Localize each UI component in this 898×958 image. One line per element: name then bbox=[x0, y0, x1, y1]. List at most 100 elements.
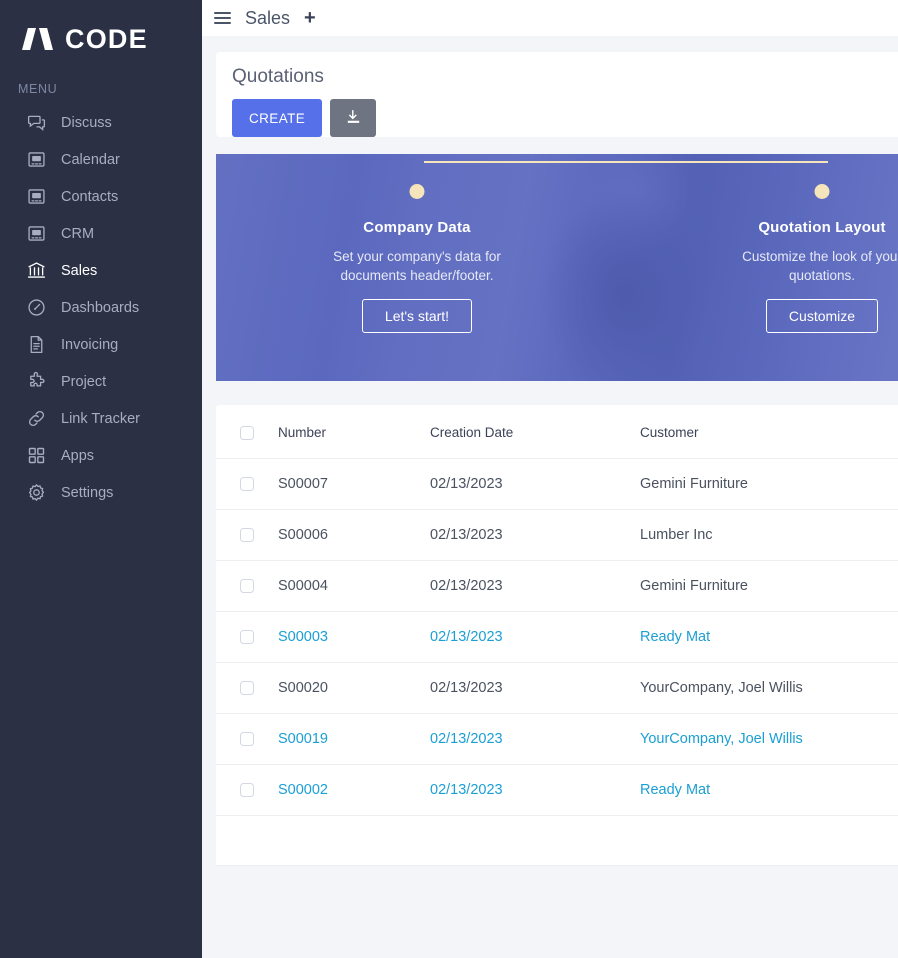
onboarding-steps: Company Data Set your company's data for… bbox=[216, 154, 898, 381]
sidebar-item-label: Contacts bbox=[61, 188, 119, 205]
download-icon bbox=[345, 108, 362, 128]
cell-number: S00007 bbox=[278, 458, 430, 510]
lets-start-button[interactable]: Let's start! bbox=[361, 299, 473, 333]
cell-creation-date: 02/13/2023 bbox=[430, 458, 640, 510]
row-checkbox[interactable] bbox=[240, 732, 254, 746]
select-all-checkbox[interactable] bbox=[240, 425, 254, 440]
quotations-table: Number Creation Date Customer S00007 02/1… bbox=[216, 405, 898, 816]
crm-icon bbox=[26, 223, 47, 244]
sidebar-item-contacts[interactable]: Contacts bbox=[0, 178, 202, 215]
download-button[interactable] bbox=[330, 99, 377, 137]
onboarding-banner: Company Data Set your company's data for… bbox=[216, 154, 898, 381]
step-dot-1 bbox=[409, 184, 425, 199]
table-head: Number Creation Date Customer bbox=[216, 405, 898, 459]
row-checkbox[interactable] bbox=[240, 477, 254, 491]
quotations-list-card: Number Creation Date Customer S00007 02/1… bbox=[216, 405, 898, 866]
customize-button[interactable]: Customize bbox=[765, 299, 879, 333]
column-header-customer[interactable]: Customer bbox=[640, 405, 898, 459]
cell-number: S00003 bbox=[278, 611, 430, 663]
cell-customer: Ready Mat bbox=[640, 764, 898, 816]
content: Quotations CREATE C bbox=[202, 36, 898, 866]
table-footer bbox=[216, 816, 898, 866]
page-title: Quotations bbox=[232, 66, 324, 87]
table-row[interactable]: S00006 02/13/2023 Lumber Inc bbox=[216, 509, 898, 561]
cell-customer: Ready Mat bbox=[640, 611, 898, 663]
calendar-icon bbox=[26, 149, 47, 170]
sales-icon bbox=[26, 260, 47, 281]
cell-customer: Gemini Furniture bbox=[640, 458, 898, 510]
row-checkbox[interactable] bbox=[240, 783, 254, 797]
table-row[interactable]: S00004 02/13/2023 Gemini Furniture bbox=[216, 560, 898, 612]
brand-logo[interactable]: CODE bbox=[0, 0, 202, 58]
row-checkbox[interactable] bbox=[240, 681, 254, 695]
row-select-cell bbox=[216, 611, 278, 663]
table-body: S00007 02/13/2023 Gemini Furniture S00006 02… bbox=[216, 458, 898, 816]
sidebar-item-label: Project bbox=[61, 373, 107, 390]
sidebar-item-label: Invoicing bbox=[61, 336, 119, 353]
topbar: Sales + bbox=[202, 0, 898, 36]
action-card: Quotations CREATE bbox=[216, 52, 898, 137]
row-checkbox[interactable] bbox=[240, 579, 254, 593]
cell-customer: YourCompany, Joel Willis bbox=[640, 662, 898, 714]
step-dot-2 bbox=[814, 184, 830, 199]
hamburger-icon[interactable] bbox=[214, 11, 231, 25]
invoicing-icon bbox=[26, 334, 47, 355]
create-button[interactable]: CREATE bbox=[232, 99, 323, 137]
table-header-row: Number Creation Date Customer bbox=[216, 405, 898, 459]
plus-icon[interactable]: + bbox=[304, 7, 316, 29]
cell-number: S00019 bbox=[278, 713, 430, 765]
sidebar-item-project[interactable]: Project bbox=[0, 363, 202, 400]
table-row[interactable]: S00002 02/13/2023 Ready Mat bbox=[216, 764, 898, 816]
cell-number: S00020 bbox=[278, 662, 430, 714]
sidebar-item-link-tracker[interactable]: Link Tracker bbox=[0, 400, 202, 437]
column-header-creation-date[interactable]: Creation Date bbox=[430, 405, 640, 459]
onboarding-step-quotation-layout: Quotation Layout Customize the look of y… bbox=[708, 184, 898, 333]
contacts-icon bbox=[26, 186, 47, 207]
row-checkbox[interactable] bbox=[240, 528, 254, 542]
sidebar-item-apps[interactable]: Apps bbox=[0, 437, 202, 474]
column-header-number[interactable]: Number bbox=[278, 405, 430, 459]
sidebar-item-label: CRM bbox=[61, 225, 95, 242]
row-select-cell bbox=[216, 458, 278, 510]
brand-name: CODE bbox=[65, 23, 148, 54]
table-row[interactable]: S00003 02/13/2023 Ready Mat bbox=[216, 611, 898, 663]
table-row[interactable]: S00007 02/13/2023 Gemini Furniture bbox=[216, 458, 898, 510]
row-select-cell bbox=[216, 764, 278, 816]
sidebar-nav: Discuss Calendar Contacts CRM Sales Dashboard… bbox=[0, 104, 202, 511]
sidebar-item-sales[interactable]: Sales bbox=[0, 252, 202, 289]
code-logo-icon bbox=[22, 28, 56, 50]
main-area: Sales + Quotations CREATE bbox=[202, 0, 898, 958]
step-title: Quotation Layout bbox=[758, 219, 886, 236]
row-select-cell bbox=[216, 509, 278, 561]
sidebar: CODE MENU Discuss Calendar Contacts CRM Sale… bbox=[0, 0, 202, 958]
cell-number: S00002 bbox=[278, 764, 430, 816]
menu-section-label: MENU bbox=[18, 82, 58, 96]
sidebar-item-label: Settings bbox=[61, 484, 114, 501]
sidebar-item-label: Dashboards bbox=[61, 299, 140, 316]
cell-creation-date: 02/13/2023 bbox=[430, 509, 640, 561]
sidebar-item-calendar[interactable]: Calendar bbox=[0, 141, 202, 178]
cell-creation-date: 02/13/2023 bbox=[430, 662, 640, 714]
sidebar-item-label: Link Tracker bbox=[61, 410, 140, 427]
settings-icon bbox=[26, 482, 47, 503]
sidebar-item-invoicing[interactable]: Invoicing bbox=[0, 326, 202, 363]
sidebar-item-settings[interactable]: Settings bbox=[0, 474, 202, 511]
row-select-cell bbox=[216, 662, 278, 714]
row-select-cell bbox=[216, 713, 278, 765]
apps-icon bbox=[26, 445, 47, 466]
topbar-title[interactable]: Sales bbox=[245, 7, 291, 28]
cell-number: S00006 bbox=[278, 509, 430, 561]
cell-creation-date: 02/13/2023 bbox=[430, 713, 640, 765]
sidebar-item-dashboards[interactable]: Dashboards bbox=[0, 289, 202, 326]
sidebar-item-discuss[interactable]: Discuss bbox=[0, 104, 202, 141]
sidebar-item-label: Apps bbox=[61, 447, 95, 464]
sidebar-item-crm[interactable]: CRM bbox=[0, 215, 202, 252]
table-row[interactable]: S00020 02/13/2023 YourCompany, Joel Willis bbox=[216, 662, 898, 714]
action-button-row: CREATE bbox=[232, 99, 898, 137]
row-checkbox[interactable] bbox=[240, 630, 254, 644]
dashboards-icon bbox=[26, 297, 47, 318]
table-row[interactable]: S00019 02/13/2023 YourCompany, Joel Willis bbox=[216, 713, 898, 765]
sidebar-item-label: Discuss bbox=[61, 114, 112, 131]
cell-customer: YourCompany, Joel Willis bbox=[640, 713, 898, 765]
row-select-cell bbox=[216, 560, 278, 612]
